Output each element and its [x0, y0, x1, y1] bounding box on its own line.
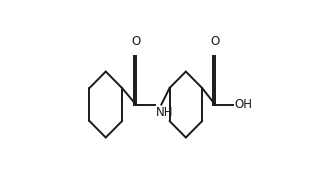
- Text: OH: OH: [235, 98, 253, 111]
- Text: NH: NH: [156, 106, 173, 119]
- Text: O: O: [210, 35, 220, 48]
- Text: O: O: [131, 35, 141, 48]
